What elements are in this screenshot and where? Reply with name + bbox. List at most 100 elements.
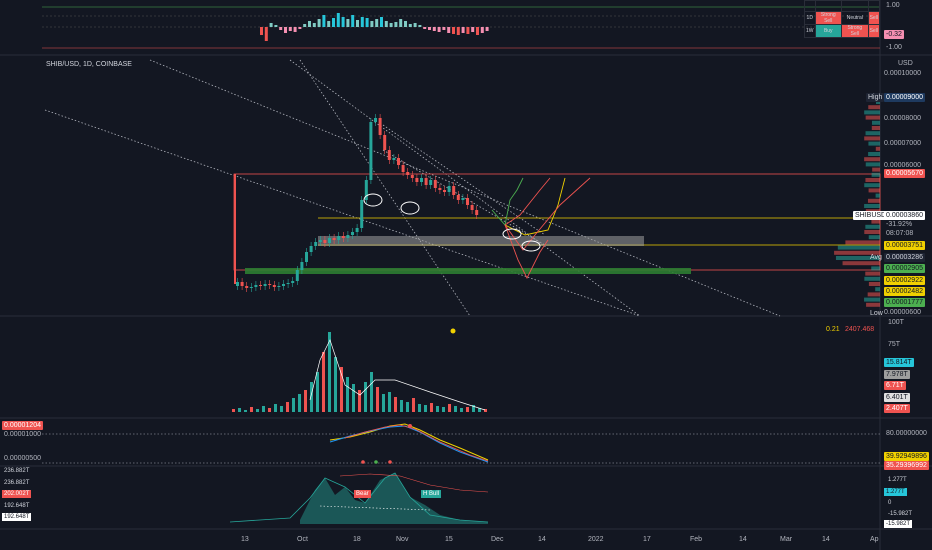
macd-tag-yellow: 39.92949896 (884, 452, 929, 461)
osc-bar (370, 21, 374, 27)
high-label: High (866, 93, 885, 102)
candle (397, 158, 400, 165)
volume-bar (436, 406, 439, 412)
osc-bar (332, 18, 335, 27)
osc-bar (308, 21, 311, 27)
date-label: 14 (739, 536, 747, 543)
candle (282, 284, 285, 286)
volume-bar (460, 408, 463, 412)
volume-profile-bar (845, 240, 880, 245)
candle (323, 240, 327, 243)
volume-profile-bar (864, 136, 880, 141)
volume-header-a: 0.21 (826, 326, 840, 333)
volume-profile-bar (871, 172, 880, 177)
candle (277, 286, 281, 287)
price-axis-5: 0.00000600 (884, 309, 921, 316)
green-tag-2: 0.00001777 (884, 298, 925, 307)
bottom-right-tag-3: 0 (888, 500, 892, 506)
macd-right-axis: 80.00000000 (886, 430, 927, 437)
date-label: 17 (643, 536, 651, 543)
osc-bar (298, 27, 302, 29)
volume-bar (328, 332, 331, 412)
volume-bar (286, 402, 289, 412)
macd-left-axis-2: 0.00000500 (4, 455, 41, 462)
volume-bar (298, 394, 301, 412)
candle (447, 186, 451, 192)
volume-profile-bar (864, 157, 880, 162)
candle (263, 284, 267, 286)
candle (351, 232, 354, 235)
osc-bar (279, 27, 283, 30)
osc-bar (485, 27, 489, 31)
volume-tag-1: 15.814T (884, 358, 914, 367)
grey-zone (318, 236, 644, 246)
osc-bar (356, 20, 359, 27)
volume-bars (232, 332, 487, 412)
candle (355, 228, 359, 232)
volume-bar (346, 377, 349, 412)
price-axis-3: 0.00007000 (884, 140, 921, 147)
candle (328, 238, 331, 243)
volume-profile-bar (865, 178, 880, 182)
osc-bar (380, 17, 383, 27)
ticker-tag[interactable]: SHIBUSD (853, 211, 889, 220)
volume-bar (382, 394, 385, 412)
volume-bar (280, 406, 283, 412)
date-label: Dec (491, 536, 504, 543)
symbol-title[interactable]: SHIB/USD, 1D, COINBASE (46, 61, 132, 68)
date-label: 13 (241, 536, 249, 543)
volume-bar (370, 372, 373, 412)
volume-bar (430, 403, 433, 412)
candle (438, 188, 442, 190)
osc-bar (476, 27, 479, 35)
trend-lines (44, 59, 781, 317)
date-label: Ap (870, 536, 879, 543)
date-label: 18 (353, 536, 361, 543)
volume-profile-bar (871, 120, 880, 125)
volume-bar (448, 404, 451, 412)
red-box (233, 173, 881, 271)
rating-1w-b: Strong Sell (841, 24, 869, 38)
osc-bar (408, 24, 412, 27)
osc-bar (384, 21, 388, 27)
candle (360, 200, 364, 228)
osc-bar (269, 23, 273, 27)
volume-bar (268, 408, 271, 412)
yellow-tag-2: 0.00002482 (884, 287, 925, 296)
volume-bar (478, 408, 481, 412)
volume-bar (484, 409, 487, 412)
osc-bar (336, 13, 340, 27)
macd-left-tag: 0.00001204 (2, 421, 43, 430)
volume-tag-2: 7.978T (884, 370, 910, 379)
candle (272, 285, 276, 287)
candle (291, 281, 295, 283)
rating-1w-a: Buy (814, 24, 842, 38)
avg-label: Avg (870, 254, 882, 261)
candle (424, 178, 428, 185)
volume-tag-5: 2.407T (884, 404, 910, 413)
volume-axis-1: 100T (888, 319, 904, 326)
osc-bar (260, 27, 263, 35)
date-label: Feb (690, 536, 703, 543)
candle (305, 252, 308, 262)
current-price-tag: 0.00003860 (884, 211, 925, 220)
volume-bar (316, 372, 319, 412)
candle (387, 150, 391, 160)
candle (401, 165, 405, 172)
osc-bar (322, 15, 326, 27)
candle (456, 195, 460, 200)
osc-bar (452, 27, 455, 34)
bottom-left-tag-3: 202.002T (2, 490, 32, 498)
volume-profile-bar (867, 198, 880, 203)
rating-1d-c: Sell (867, 11, 881, 25)
volume-profile-bar (871, 219, 880, 224)
avg-tag: 0.00003286 (884, 253, 925, 262)
support-tag: 0.00003751 (884, 241, 925, 250)
osc-value-tag: -0.32 (884, 30, 904, 39)
low-label: Low (870, 310, 883, 317)
candle (470, 205, 474, 210)
projection-lines (491, 177, 591, 280)
volume-profile-bar (864, 230, 880, 234)
osc-bar (284, 27, 287, 33)
